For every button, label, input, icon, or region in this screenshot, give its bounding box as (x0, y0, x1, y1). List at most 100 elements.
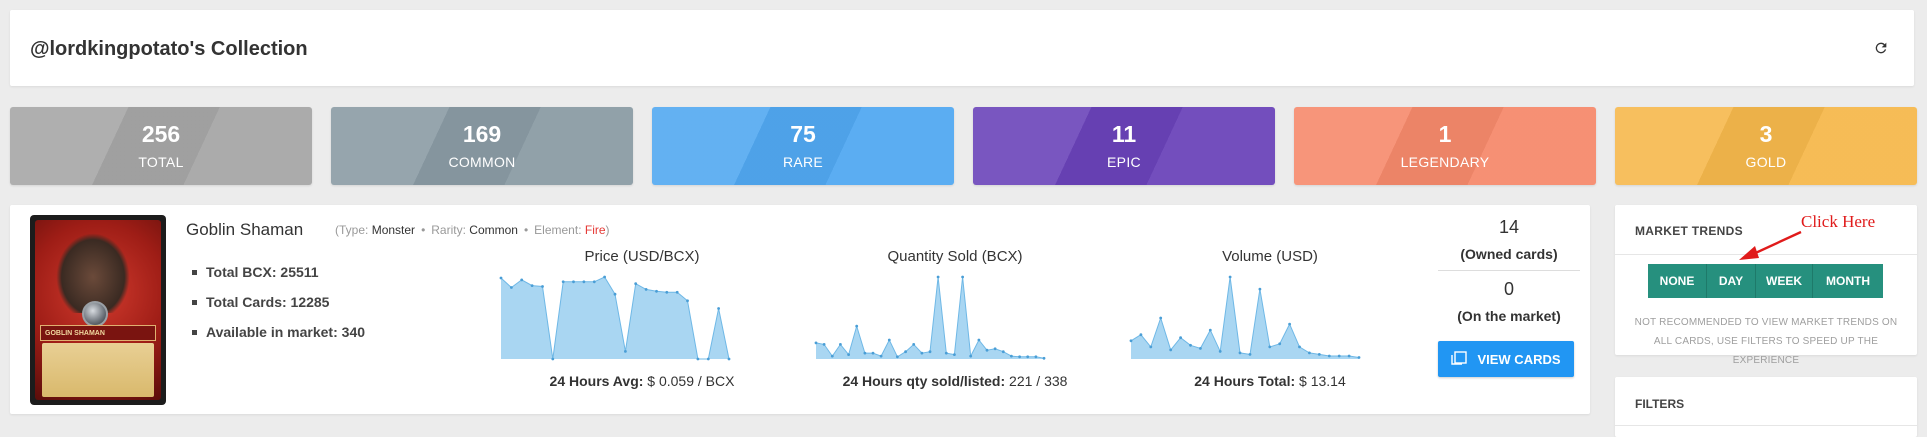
element-gem-icon (82, 301, 108, 327)
vol-point (1308, 351, 1311, 355)
vol-chart-title: Volume (USD) (1222, 248, 1318, 265)
price-point (530, 284, 534, 287)
qty-point (887, 338, 891, 342)
divider (1438, 270, 1580, 271)
price-chart-title: Price (USD/BCX) (584, 248, 700, 265)
qty-line (815, 276, 1045, 359)
owned-count: 14 (1498, 217, 1520, 237)
qty-point (863, 351, 867, 355)
card-meta: (Type: Monster • Rarity: Common • Element: F… (335, 223, 610, 237)
qty-chart-title: Quantity Sold (BCX) (887, 248, 1023, 265)
card-art (56, 233, 130, 313)
stat-label: RARE (782, 154, 824, 170)
vol-point (1337, 354, 1341, 358)
price-point (644, 288, 648, 291)
market-count: 0 (1503, 279, 1514, 299)
price-point (655, 289, 658, 293)
stat-epic[interactable]: 11 EPIC (973, 107, 1275, 185)
stat-legendary[interactable]: 1 LEGENDARY (1294, 107, 1596, 185)
qty-area (816, 277, 1044, 359)
price-point (727, 357, 731, 361)
vol-point (1357, 356, 1361, 359)
card-stats-list: Total BCX: 25511 Total Cards: 12285 Avai… (192, 257, 365, 347)
vol-point (1347, 354, 1351, 358)
market-trends-note: NOT RECOMMENDED TO VIEW MARKET TRENDS ON… (1634, 317, 1898, 366)
click-here-annotation: Click Here (1801, 212, 1876, 231)
divider (1615, 254, 1917, 255)
owned-summary: 14 (Owned cards) 0 (On the market) (1438, 217, 1580, 324)
refresh-icon[interactable] (1870, 37, 1892, 59)
qty-point (896, 355, 899, 359)
qty-point (839, 343, 842, 346)
market-label: (On the market) (1457, 308, 1561, 324)
qty-point (814, 341, 818, 345)
vol-point (1139, 333, 1143, 337)
price-point (510, 286, 513, 289)
price-point (561, 280, 565, 284)
qty-point (1026, 355, 1030, 359)
stat-total[interactable]: 256 TOTAL (10, 107, 312, 185)
vol-point (1298, 345, 1301, 349)
qty-point (985, 348, 989, 352)
trend-month-button[interactable]: MONTH (1813, 264, 1883, 298)
rarity-label: Rarity: (431, 223, 466, 237)
price-point (665, 290, 669, 294)
trend-none-button[interactable]: NONE (1648, 264, 1707, 298)
vol-point (1327, 354, 1331, 358)
price-point (572, 280, 575, 284)
trend-day-button[interactable]: DAY (1707, 264, 1756, 298)
vol-point (1208, 328, 1212, 332)
qty-point (822, 343, 826, 346)
stat-label: COMMON (448, 154, 516, 170)
list-item: Total BCX: 25511 (192, 257, 365, 287)
view-cards-button[interactable]: VIEW CARDS (1438, 341, 1574, 377)
stat-value: 1 (1438, 121, 1452, 147)
price-point (551, 357, 555, 361)
vol-chart-footer: 24 Hours Total: $ 13.14 (1194, 373, 1346, 389)
trend-week-button[interactable]: WEEK (1756, 264, 1813, 298)
qty-chart-footer: 24 Hours qty sold/listed: 221 / 338 (842, 373, 1068, 389)
qty-point (928, 350, 932, 354)
stat-value: 75 (790, 121, 816, 147)
price-point (696, 357, 700, 361)
stat-label: EPIC (1107, 154, 1141, 170)
stat-gold[interactable]: 3 GOLD (1615, 107, 1917, 185)
stat-rare[interactable]: 75 RARE (652, 107, 954, 185)
rarity-value: Common (469, 223, 518, 237)
qty-point (1018, 355, 1021, 359)
vol-point (1218, 350, 1222, 353)
qty-point (920, 351, 924, 355)
qty-point (1001, 350, 1005, 354)
vol-point (1189, 343, 1192, 347)
card-detail-panel: GOBLIN SHAMAN Goblin Shaman (Type: Monst… (10, 205, 1590, 414)
filters-title: FILTERS (1635, 397, 1685, 411)
element-label: Element: (534, 223, 582, 237)
stat-label: TOTAL (138, 154, 184, 170)
vol-point (1317, 353, 1321, 356)
vol-point (1129, 339, 1133, 343)
qty-point (847, 353, 850, 356)
price-area (501, 277, 729, 359)
qty-point (871, 351, 875, 355)
vol-area (1131, 277, 1359, 359)
vol-point (1169, 348, 1173, 352)
qty-point (993, 347, 997, 351)
vol-point (1238, 351, 1242, 355)
price-point (706, 357, 710, 361)
element-value: Fire (584, 223, 606, 237)
owned-label: (Owned cards) (1460, 246, 1558, 262)
price-point (634, 282, 638, 286)
stat-value: 256 (141, 121, 181, 147)
divider (1615, 425, 1917, 426)
price-point (686, 299, 689, 303)
qty-point (936, 275, 940, 279)
qty-chart (814, 275, 1046, 360)
vol-point (1278, 342, 1282, 346)
card-image-nameplate: GOBLIN SHAMAN (40, 325, 156, 341)
qty-point (830, 354, 834, 358)
vol-point (1199, 347, 1202, 350)
vol-point (1268, 345, 1272, 349)
stat-common[interactable]: 169 COMMON (331, 107, 633, 185)
qty-point (855, 324, 859, 328)
card-image[interactable]: GOBLIN SHAMAN (30, 215, 166, 405)
